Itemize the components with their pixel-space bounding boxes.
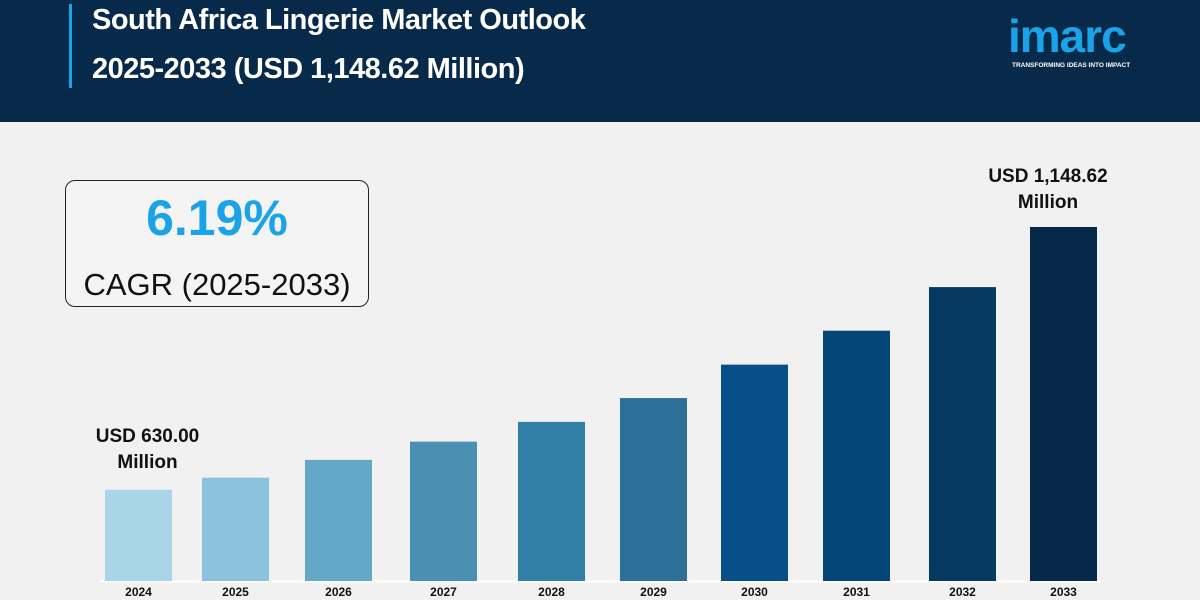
bar-2029 bbox=[620, 398, 687, 581]
bar-2033 bbox=[1030, 227, 1097, 581]
header-banner: South Africa Lingerie Market Outlook 202… bbox=[0, 0, 1200, 122]
x-tick-label: 2025 bbox=[222, 585, 249, 599]
first-annotation-line1: USD 630.00 bbox=[95, 426, 200, 447]
x-tick-label: 2029 bbox=[640, 585, 667, 599]
last-annotation-line2: Million bbox=[1017, 192, 1079, 213]
title-line-1: South Africa Lingerie Market Outlook bbox=[92, 4, 586, 36]
x-tick-label: 2030 bbox=[741, 585, 768, 599]
bar-2032 bbox=[929, 287, 996, 581]
bar-2028 bbox=[518, 421, 585, 581]
bar-2031 bbox=[823, 330, 890, 581]
first-annotation-line2: Million bbox=[117, 452, 178, 473]
x-tick-label: 2024 bbox=[125, 585, 152, 599]
logo-wordmark: imarc bbox=[1008, 10, 1127, 62]
x-tick-label: 2027 bbox=[430, 585, 457, 599]
cagr-value: 6.19% bbox=[146, 190, 288, 246]
logo-tagline: TRANSFORMING IDEAS INTO IMPACT bbox=[1012, 62, 1131, 69]
last-bar-annotation: USD 1,148.62 Million bbox=[968, 164, 1128, 216]
bar-2027 bbox=[410, 441, 477, 581]
cagr-box: 6.19% CAGR (2025-2033) bbox=[65, 180, 369, 307]
bar-2030 bbox=[721, 364, 788, 581]
x-tick-label: 2031 bbox=[843, 585, 870, 599]
first-bar-annotation: USD 630.00 Million bbox=[75, 424, 220, 476]
x-tick-label: 2028 bbox=[538, 585, 565, 599]
x-tick-label: 2026 bbox=[325, 585, 352, 599]
x-tick-label: 2033 bbox=[1050, 585, 1077, 599]
accent-line bbox=[69, 4, 72, 88]
bar-2025 bbox=[202, 477, 269, 581]
title-line-2: 2025-2033 (USD 1,148.62 Million) bbox=[92, 53, 525, 85]
cagr-label: CAGR (2025-2033) bbox=[83, 267, 351, 302]
bar-2024 bbox=[105, 489, 172, 581]
last-annotation-line1: USD 1,148.62 bbox=[988, 166, 1108, 187]
bar-2026 bbox=[305, 459, 372, 581]
imarc-logo: imarc TRANSFORMING IDEAS INTO IMPACT bbox=[1008, 10, 1168, 72]
x-tick-label: 2032 bbox=[949, 585, 976, 599]
